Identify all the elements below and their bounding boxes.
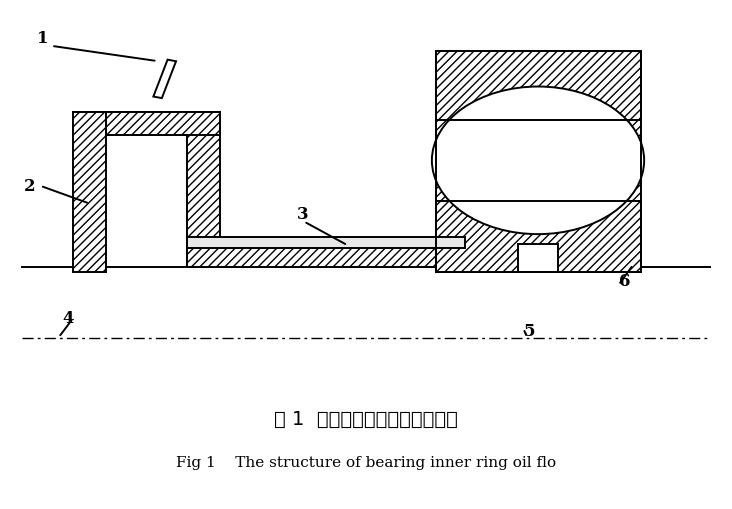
Bar [436,51,640,272]
Text: 3: 3 [296,206,308,223]
Bar [436,51,640,272]
Text: 图 1  轴承环下供油润滑系统结构: 图 1 轴承环下供油润滑系统结构 [274,410,458,430]
Bar [187,248,465,267]
Text: 6: 6 [619,273,630,290]
Circle shape [432,87,644,234]
Bar [187,112,220,265]
Bar [73,112,106,272]
Text: 2: 2 [24,178,36,195]
Bar [518,244,558,272]
Text: Fig 1    The structure of bearing inner ring oil flo: Fig 1 The structure of bearing inner rin… [176,456,556,470]
Bar [436,51,640,272]
Bar [187,237,465,248]
Text: 1: 1 [37,30,48,47]
Bar [187,248,465,267]
Bar [106,112,220,135]
Text: 4: 4 [62,310,74,327]
Bar [432,120,436,201]
Bar [187,112,220,265]
Bar [106,112,220,135]
Polygon shape [153,60,176,98]
Bar [640,120,644,201]
Bar [73,112,106,272]
Text: 5: 5 [523,323,535,340]
